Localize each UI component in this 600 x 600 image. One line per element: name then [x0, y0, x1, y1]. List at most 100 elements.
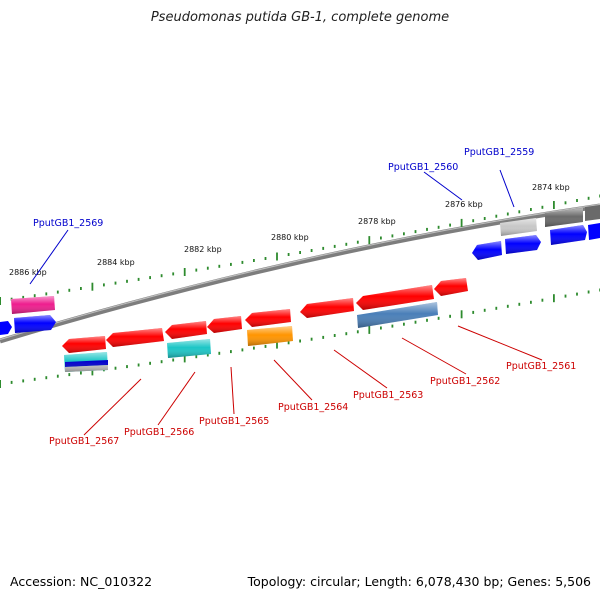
gene-arrow-shade: [472, 241, 502, 260]
scale-tick: [564, 201, 567, 205]
callout-line: [401, 337, 467, 375]
scale-tick: [149, 276, 151, 280]
gene-arrow-shade: [245, 309, 291, 327]
scale-tick: [91, 282, 94, 291]
gene-arrow-shade: [300, 298, 354, 318]
scale-tick: [160, 360, 163, 364]
gene-arrow-shade: [434, 278, 468, 296]
gene-arrow-shade: [62, 336, 106, 353]
scale-tick: [553, 294, 555, 303]
gene-arrow-shade: [11, 296, 55, 314]
gene-label[interactable]: PputGB1_2565: [199, 416, 269, 427]
scale-tick: [541, 298, 544, 302]
scale-tick: [460, 218, 463, 227]
gene-arrow[interactable]: [588, 223, 600, 240]
gene-arrow-shade: [545, 208, 583, 227]
scale-tick: [253, 346, 255, 350]
scale-tick: [483, 308, 486, 312]
scale-tick: [218, 351, 221, 355]
callout-line: [230, 366, 235, 415]
scale-tick: [564, 294, 567, 298]
scale-tick: [195, 268, 198, 272]
scale-tick: [310, 249, 313, 252]
scale-tick: [253, 259, 255, 262]
scale-tick: [576, 292, 578, 296]
scale-tick: [0, 380, 1, 388]
gene-label[interactable]: PputGB1_2562: [430, 376, 500, 387]
scale-tick: [299, 251, 301, 254]
scale-tick: [206, 266, 209, 270]
scale-tick: [322, 246, 325, 250]
scale-tick: [426, 227, 428, 231]
scale-tick: [56, 374, 59, 378]
scale-tick: [68, 288, 71, 292]
genome-backbone-highlight: [0, 203, 600, 341]
scale-tick: [495, 306, 498, 310]
scale-tick: [276, 252, 278, 261]
scale-tick: [137, 363, 140, 367]
gene-arrow-shade: [356, 285, 434, 310]
scale-tick: [241, 260, 244, 264]
scale-tick: [356, 240, 359, 244]
gene-label[interactable]: PputGB1_2559: [464, 147, 534, 158]
genome-summary-text: Topology: circular; Length: 6,078,430 bp…: [247, 574, 591, 589]
scale-tick: [264, 257, 267, 260]
scale-tick: [356, 330, 359, 334]
scale-tick: [530, 300, 532, 304]
scale-tick: [45, 292, 48, 296]
scale-tick: [45, 376, 48, 380]
gene-label[interactable]: PputGB1_2564: [278, 402, 348, 413]
scale-tick: [449, 223, 451, 227]
gene-label[interactable]: PputGB1_2563: [353, 390, 423, 401]
gene-label[interactable]: PputGB1_2566: [124, 427, 194, 438]
scale-tick: [345, 242, 348, 246]
gene-arrow-shade: [247, 326, 293, 346]
scale-tick: [380, 326, 382, 330]
scale-tick: [114, 366, 117, 370]
tick-label: 2876 kbp: [445, 200, 483, 209]
gene-arrow-shade: [64, 352, 108, 372]
scale-tick: [172, 358, 175, 362]
gene-label[interactable]: PputGB1_2567: [49, 436, 119, 447]
scale-tick: [449, 314, 451, 318]
scale-tick: [0, 297, 1, 305]
scale-tick: [22, 295, 25, 299]
scale-tick: [33, 377, 36, 381]
page-title: Pseudomonas putida GB-1, complete genome: [150, 10, 450, 25]
scale-tick: [437, 316, 440, 320]
scale-tick: [276, 340, 278, 349]
gene-arrow-shade: [500, 218, 537, 236]
callout-line: [157, 371, 196, 426]
scale-tick: [587, 290, 590, 294]
scale-tick: [403, 322, 405, 326]
tick-label: 2874 kbp: [532, 183, 570, 192]
scale-tick: [287, 253, 290, 256]
gene-arrow[interactable]: [0, 321, 12, 335]
scale-tick: [460, 310, 463, 319]
scale-tick: [126, 365, 128, 369]
scale-tick: [368, 325, 371, 334]
scale-tick: [345, 332, 348, 336]
gene-arrow-shade: [207, 316, 242, 333]
scale-tick: [506, 304, 509, 308]
genome-backbone: [0, 203, 600, 344]
tick-label: 2878 kbp: [358, 217, 396, 226]
gene-arrow[interactable]: [585, 205, 600, 221]
gene-label[interactable]: PputGB1_2560: [388, 162, 458, 173]
callout-line: [499, 169, 515, 208]
callout-line: [83, 378, 142, 436]
gene-label[interactable]: PputGB1_2561: [506, 361, 576, 372]
scale-tick: [230, 262, 232, 266]
scale-tick: [114, 281, 117, 285]
scale-tick: [68, 373, 71, 377]
gene-label[interactable]: PputGB1_2569: [33, 218, 103, 229]
tick-label: 2886 kbp: [9, 268, 47, 277]
scale-tick: [56, 290, 59, 294]
callout-line: [333, 349, 388, 389]
tick-label: 2880 kbp: [271, 233, 309, 242]
gene-arrow-shade: [106, 328, 164, 347]
scale-tick: [206, 353, 209, 357]
scale-tick: [322, 335, 325, 339]
